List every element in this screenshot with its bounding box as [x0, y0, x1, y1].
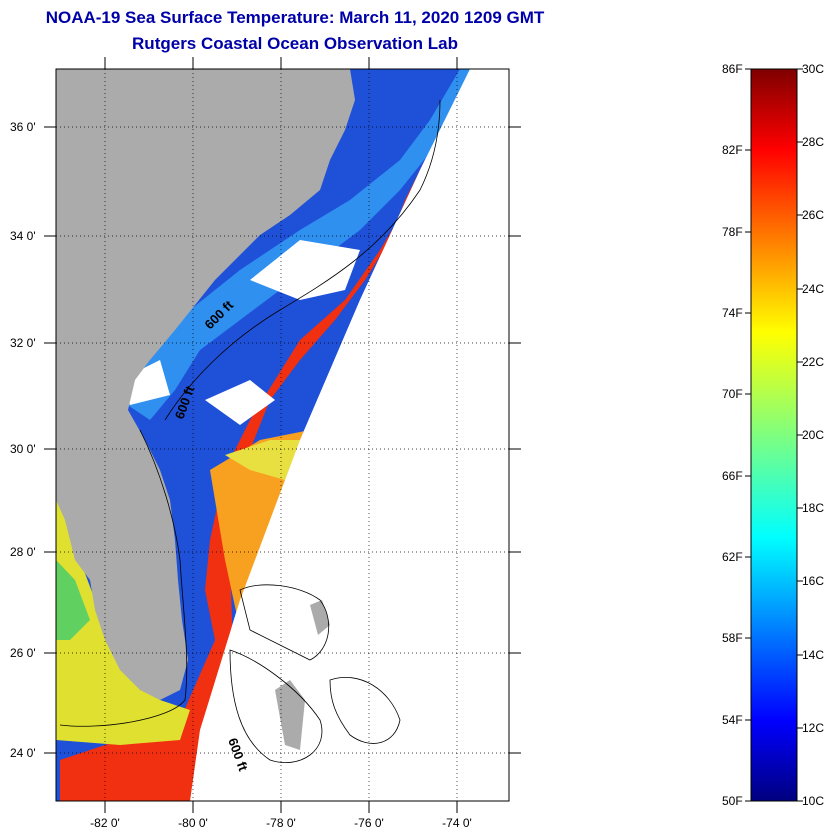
colorbar-f-label: 54F — [722, 713, 743, 727]
lat-tick-label: 36 0' — [10, 120, 36, 134]
lat-tick-label: 32 0' — [10, 336, 36, 350]
map-imagery: 600 ft 600 ft 600 ft — [56, 69, 509, 801]
bathymetry-contour — [329, 677, 401, 744]
no-data-region — [190, 69, 509, 801]
colorbar-f-label: 62F — [722, 550, 743, 564]
lon-tick-label: -76 0' — [354, 816, 384, 830]
land-bahamas — [275, 680, 305, 750]
map-title: NOAA-19 Sea Surface Temperature: March 1… — [45, 8, 545, 27]
cloud-gap — [120, 360, 170, 405]
colorbar-c-label: 26C — [802, 208, 824, 222]
lon-tick-label: -74 0' — [442, 816, 472, 830]
colorbar-f-label: 78F — [722, 225, 743, 239]
colorbar-f-label: 66F — [722, 469, 743, 483]
cloud-gap — [205, 380, 275, 425]
map-border — [55, 68, 510, 802]
colorbar-f-label: 70F — [722, 387, 743, 401]
colorbar-c-label: 30C — [802, 62, 824, 76]
colorbar-c-label: 16C — [802, 574, 824, 588]
gulf-shelf-green — [56, 560, 90, 640]
colorbar-ticks — [745, 68, 803, 802]
colorbar-f-label: 86F — [722, 62, 743, 76]
bathymetry-contour — [229, 649, 323, 763]
map-subtitle: Rutgers Coastal Ocean Observation Lab — [132, 34, 458, 53]
gulf-stream — [60, 160, 425, 801]
lat-tick-label: 28 0' — [10, 545, 36, 559]
colorbar-c-label: 10C — [802, 794, 824, 808]
colorbar-f-label: 82F — [722, 143, 743, 157]
lon-tick-label: -78 0' — [266, 816, 296, 830]
colorbar-f-label: 58F — [722, 631, 743, 645]
colorbar-c-label: 20C — [802, 428, 824, 442]
colorbar-c-label: 28C — [802, 135, 824, 149]
bathymetry-contour — [164, 99, 441, 421]
bathymetry-contour — [239, 584, 329, 661]
bathymetry-contour — [59, 429, 188, 727]
colorbar — [750, 68, 798, 802]
colorbar-c-label: 18C — [802, 501, 824, 515]
lat-tick-label: 24 0' — [10, 746, 36, 760]
colorbar-f-label: 74F — [722, 306, 743, 320]
lat-tick-label: 34 0' — [10, 229, 36, 243]
colorbar-c-label: 22C — [802, 355, 824, 369]
lat-tick-label: 30 0' — [10, 442, 36, 456]
land-mainland — [56, 69, 355, 700]
cloud-gap — [250, 240, 360, 300]
colorbar-c-label: 12C — [802, 721, 824, 735]
land-bahamas — [310, 600, 330, 635]
lon-tick-label: -80 0' — [178, 816, 208, 830]
lat-tick-label: 26 0' — [10, 646, 36, 660]
lon-tick-label: -82 0' — [90, 816, 120, 830]
axis-ticks — [44, 57, 521, 813]
colorbar-f-label: 50F — [722, 794, 743, 808]
colorbar-c-label: 14C — [802, 648, 824, 662]
colorbar-c-label: 24C — [802, 282, 824, 296]
gulf-shelf-water — [56, 500, 190, 745]
